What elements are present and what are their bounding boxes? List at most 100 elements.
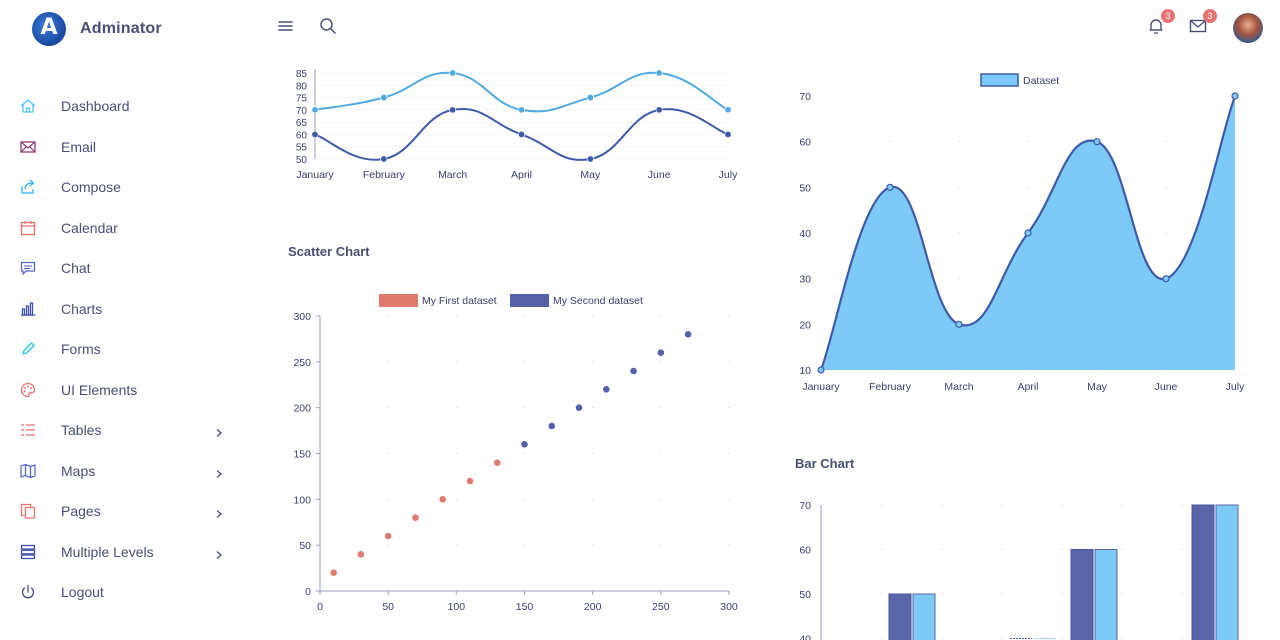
sidebar-item-pages[interactable]: Pages	[0, 491, 250, 532]
sidebar-item-multiple-levels[interactable]: Multiple Levels	[0, 532, 250, 573]
bar-chart-grid-dot	[1001, 504, 1003, 506]
bar-chart-grid-dot	[881, 638, 883, 639]
scatter-grid-dot	[387, 361, 389, 363]
sidebar-nav: Dashboard Email Compose Calendar Chat Charts F…	[0, 86, 250, 613]
chevron-right-icon[interactable]	[214, 466, 224, 478]
messages-button[interactable]: 3	[1188, 9, 1217, 36]
hamburger-icon[interactable]	[276, 16, 296, 36]
line-chart-point	[724, 130, 732, 138]
sidebar-item-tables[interactable]: Tables	[0, 410, 250, 451]
mail-icon	[1189, 19, 1207, 33]
chevron-right-icon[interactable]	[214, 425, 224, 438]
bar-chart-bar	[1215, 504, 1239, 640]
search-icon[interactable]	[318, 16, 338, 36]
bar-chart-grid-dot	[1181, 504, 1183, 506]
area-chart-grid-dot	[1165, 141, 1167, 143]
calendar-icon	[19, 219, 37, 237]
bar-chart-grid-dot	[941, 549, 943, 550]
bar-chart-grid-dot	[881, 504, 883, 506]
area-chart-grid-dot	[958, 278, 960, 280]
app-logo[interactable]: A Adminator	[32, 12, 162, 46]
palette-icon	[19, 381, 37, 399]
bar-chart-title: Bar Chart	[795, 456, 855, 471]
scatter-point-2	[575, 404, 583, 411]
line-chart-point	[655, 69, 663, 77]
area-chart-x-tick: May	[1087, 381, 1108, 393]
chevron-right-icon[interactable]	[214, 506, 224, 519]
line-chart-y-tick: 60	[296, 130, 308, 141]
scatter-grid-dot	[524, 407, 525, 409]
scatter-grid-dot	[455, 407, 457, 409]
scatter-grid-dot	[524, 453, 525, 454]
notifications-badge: 3	[1161, 9, 1175, 23]
sidebar-item-forms[interactable]: Forms	[0, 329, 250, 370]
scatter-point-2	[684, 331, 692, 338]
area-chart-grid-dot	[889, 95, 891, 97]
scatter-y-tick: 100	[293, 494, 311, 506]
logo-icon: A	[32, 12, 66, 46]
sidebar-item-logout[interactable]: Logout	[0, 572, 250, 613]
scatter-point-2	[657, 349, 665, 356]
line-chart-y-tick: 55	[296, 143, 308, 154]
scatter-grid-dot	[728, 453, 730, 454]
bar-chart-grid-dot	[941, 638, 943, 639]
line-chart-x-tick: May	[580, 169, 601, 181]
scatter-point-1	[466, 477, 474, 485]
sidebar-item-label: Maps	[61, 462, 96, 479]
sidebar-item-compose[interactable]: Compose	[0, 167, 250, 208]
area-chart-legend-swatch	[980, 73, 1019, 87]
sidebar-item-charts[interactable]: Charts	[0, 289, 250, 330]
bar-chart-grid-dot	[1001, 549, 1003, 550]
pencil-icon	[19, 340, 37, 358]
line-chart-x-tick: April	[511, 169, 532, 181]
scatter-grid-dot	[592, 361, 594, 363]
area-chart-grid-dot	[1027, 141, 1029, 143]
line-chart-point	[449, 69, 457, 77]
sidebar-item-email[interactable]: Email	[0, 127, 250, 168]
bar-chart: 40 50 60 70	[799, 500, 1239, 640]
user-avatar[interactable]	[1233, 13, 1263, 43]
sidebar-item-label: Pages	[61, 503, 101, 520]
area-chart-grid-dot	[1027, 186, 1029, 188]
area-chart-y-tick: 10	[799, 365, 811, 377]
area-chart-x-tick: June	[1155, 381, 1178, 393]
mail-icon	[19, 138, 37, 156]
list-icon	[19, 421, 37, 439]
line-chart-point	[311, 106, 319, 114]
scatter-grid-dot	[660, 407, 662, 409]
line-chart-x-tick: July	[719, 169, 738, 181]
scatter-y-tick: 150	[293, 449, 311, 461]
scatter-x-tick: 50	[382, 601, 394, 613]
line-chart-point	[586, 155, 594, 163]
scatter-grid-dot	[660, 453, 662, 454]
share-icon	[19, 178, 37, 196]
scatter-legend-label-1: My First dataset	[422, 295, 497, 307]
scatter-chart-title: Scatter Chart	[288, 244, 370, 259]
scatter-legend-swatch-1	[379, 294, 418, 307]
scatter-point-2	[603, 386, 610, 393]
sidebar-item-label: Compose	[61, 179, 121, 196]
bar-chart-icon	[19, 300, 37, 318]
scatter-grid-dot	[728, 407, 730, 409]
scatter-grid-dot	[728, 544, 730, 546]
line-chart-point	[586, 94, 594, 102]
sidebar-item-maps[interactable]: Maps	[0, 451, 250, 492]
line-chart-point	[517, 106, 525, 114]
sidebar-item-calendar[interactable]: Calendar	[0, 208, 250, 249]
sidebar-item-chat[interactable]: Chat	[0, 248, 250, 289]
bar-chart-grid-dot	[1001, 593, 1003, 595]
line-chart-x-tick: June	[648, 169, 671, 181]
area-chart-y-tick: 60	[799, 137, 811, 149]
line-chart-point	[724, 106, 732, 114]
sidebar-item-label: Calendar	[61, 219, 118, 236]
scatter-point-2	[548, 422, 556, 430]
chevron-right-icon[interactable]	[214, 547, 224, 559]
sidebar-item-ui-elements[interactable]: UI Elements	[0, 370, 250, 411]
sidebar-item-dashboard[interactable]: Dashboard	[0, 86, 250, 127]
line-chart-point	[449, 106, 457, 114]
area-chart: Dataset 10 20 30 40 50 60 70 January February Marc…	[799, 73, 1245, 393]
notifications-button[interactable]: 3	[1146, 9, 1175, 36]
bar-chart-grid-dot	[1121, 504, 1123, 506]
power-icon	[19, 583, 37, 601]
area-chart-point	[886, 183, 894, 191]
